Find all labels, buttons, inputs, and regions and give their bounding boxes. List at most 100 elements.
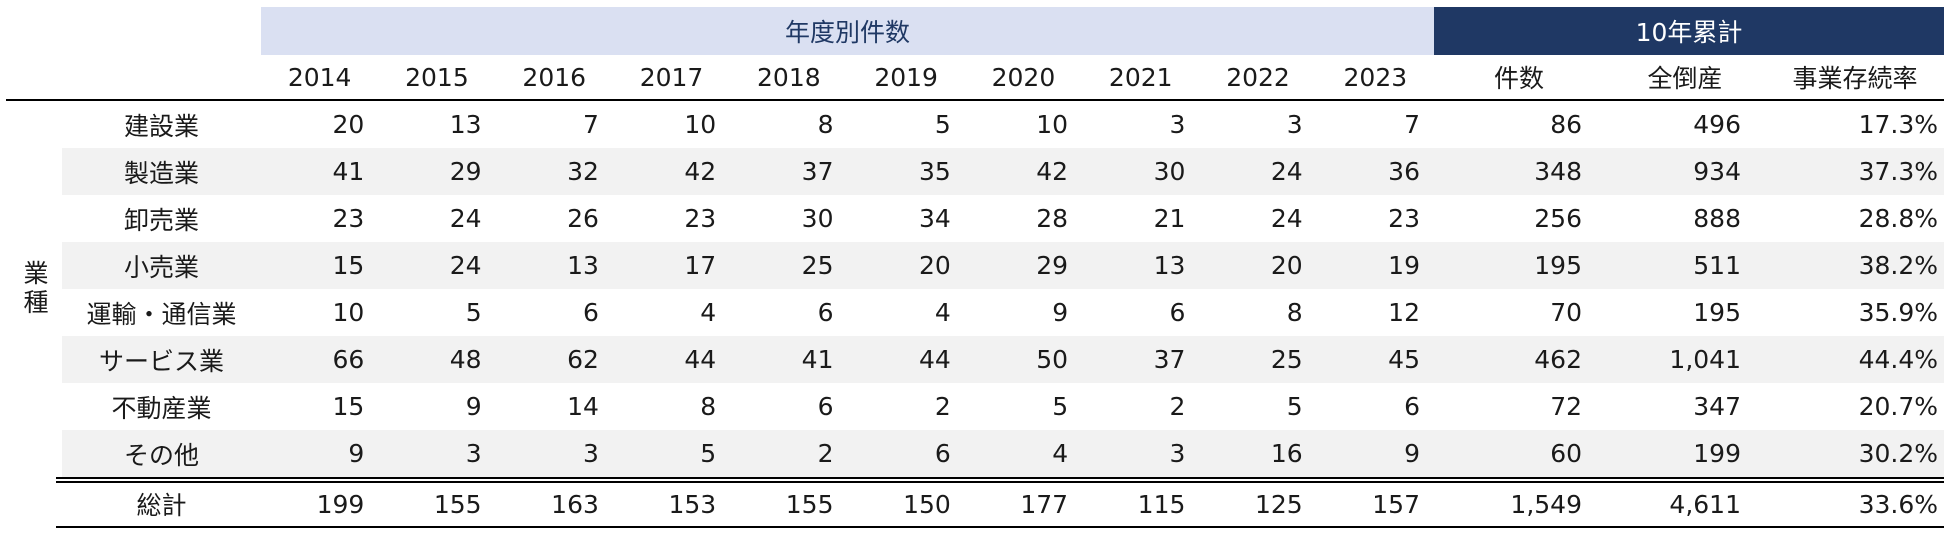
row-shading (62, 242, 1944, 289)
cell-value: 5 (700, 439, 717, 468)
cell-value: 29 (1036, 251, 1069, 280)
row-label: 不動産業 (111, 393, 212, 423)
cell-value: 70 (1550, 298, 1582, 327)
cell-value: 72 (1550, 392, 1582, 421)
cell-value: 8 (817, 110, 834, 139)
cell-value: 934 (1693, 157, 1741, 186)
cell-value: 37.3% (1858, 157, 1938, 186)
cell-value: 16 (1270, 439, 1303, 468)
column-header: 2023 (1343, 62, 1408, 92)
cell-value: 462 (1534, 345, 1582, 374)
total-rule (56, 481, 1944, 483)
row-shading (62, 430, 1944, 477)
cell-value: 3 (1286, 110, 1303, 139)
cell-value: 23 (684, 204, 717, 233)
total-value: 4,611 (1669, 489, 1741, 519)
cell-value: 4 (700, 298, 717, 327)
cell-value: 5 (934, 110, 951, 139)
cell-value: 21 (1153, 204, 1186, 233)
total-value: 177 (1020, 489, 1069, 519)
cell-value: 17.3% (1858, 110, 1938, 139)
cell-value: 3 (582, 439, 599, 468)
cell-value: 6 (817, 298, 834, 327)
cell-value: 6 (582, 298, 599, 327)
cell-value: 3 (465, 439, 482, 468)
column-header: 2017 (639, 62, 704, 92)
cell-value: 12 (1388, 298, 1420, 327)
column-header: 2020 (991, 62, 1056, 92)
cell-value: 8 (1286, 298, 1303, 327)
column-header: 件数 (1493, 64, 1544, 93)
cell-value: 28.8% (1858, 204, 1938, 233)
cell-value: 1,041 (1669, 345, 1741, 374)
row-label: 総計 (136, 491, 187, 520)
row-label: 卸売業 (123, 205, 199, 235)
column-header: 事業存続率 (1792, 64, 1918, 93)
cell-value: 20 (918, 251, 951, 280)
cell-value: 195 (1534, 251, 1582, 280)
cell-value: 10 (332, 298, 365, 327)
cell-value: 24 (1270, 157, 1303, 186)
cell-value: 256 (1534, 204, 1582, 233)
cell-value: 199 (1693, 439, 1741, 468)
cell-value: 26 (567, 204, 599, 233)
cell-value: 24 (449, 251, 482, 280)
cell-value: 13 (449, 110, 482, 139)
cell-value: 41 (332, 157, 365, 186)
cell-value: 6 (1404, 392, 1420, 421)
cell-value: 347 (1693, 392, 1741, 421)
cell-value: 50 (1036, 345, 1069, 374)
total-value: 163 (551, 489, 599, 519)
cell-value: 6 (1169, 298, 1186, 327)
row-shading (62, 148, 1944, 195)
cell-value: 38.2% (1858, 251, 1938, 280)
cell-value: 25 (801, 251, 834, 280)
cell-value: 9 (1404, 439, 1420, 468)
total-value: 1,549 (1510, 489, 1582, 519)
cell-value: 15 (332, 392, 365, 421)
cell-value: 35.9% (1858, 298, 1938, 327)
column-header: 2014 (287, 62, 352, 92)
cell-value: 23 (1388, 204, 1420, 233)
cell-value: 5 (1052, 392, 1069, 421)
cell-value: 32 (567, 157, 599, 186)
cell-value: 15 (332, 251, 365, 280)
cell-value: 36 (1388, 157, 1420, 186)
cell-value: 3 (1169, 439, 1186, 468)
cell-value: 24 (449, 204, 482, 233)
group-header-band (261, 7, 1434, 55)
cell-value: 8 (700, 392, 717, 421)
cell-value: 28 (1036, 204, 1069, 233)
cell-value: 20.7% (1858, 392, 1938, 421)
cell-value: 2 (1169, 392, 1186, 421)
row-label: 建設業 (123, 111, 199, 141)
cell-value: 2 (934, 392, 951, 421)
cell-value: 7 (582, 110, 599, 139)
cell-value: 13 (1153, 251, 1186, 280)
cell-value: 42 (684, 157, 717, 186)
cell-value: 14 (567, 392, 599, 421)
row-group-label: 業種 (20, 260, 49, 318)
cell-value: 2 (817, 439, 834, 468)
cell-value: 4 (934, 298, 951, 327)
cell-value: 86 (1550, 110, 1582, 139)
cell-value: 5 (465, 298, 482, 327)
cell-value: 66 (332, 345, 365, 374)
cell-value: 9 (348, 439, 365, 468)
row-label: 小売業 (123, 252, 199, 282)
cell-value: 30.2% (1858, 439, 1938, 468)
total-value: 199 (316, 489, 365, 519)
cell-value: 62 (567, 345, 599, 374)
cell-value: 3 (1169, 110, 1186, 139)
cell-value: 9 (465, 392, 482, 421)
row-label: 製造業 (123, 158, 199, 188)
bottom-rule (56, 526, 1944, 528)
cell-value: 7 (1404, 110, 1420, 139)
cell-value: 888 (1693, 204, 1741, 233)
cell-value: 30 (1153, 157, 1186, 186)
column-header: 2021 (1108, 62, 1173, 92)
cell-value: 37 (1153, 345, 1186, 374)
cell-value: 60 (1550, 439, 1582, 468)
total-value: 150 (903, 489, 951, 519)
